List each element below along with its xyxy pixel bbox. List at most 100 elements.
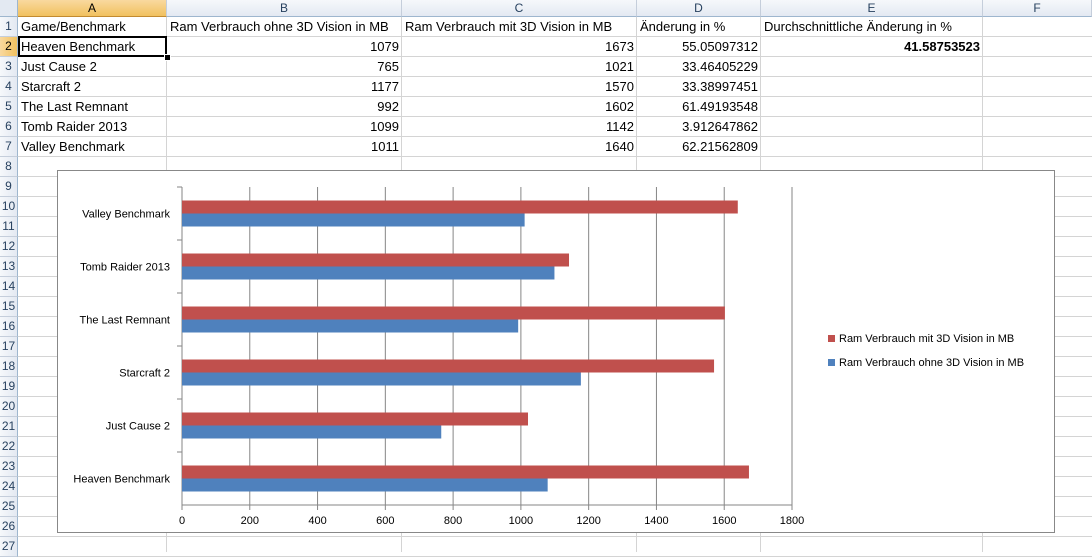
bar-ohne-3d-vision[interactable] bbox=[182, 213, 525, 227]
legend-label[interactable]: Ram Verbrauch ohne 3D Vision in MB bbox=[839, 357, 1024, 369]
cell-b6[interactable]: 1099 bbox=[370, 119, 399, 134]
row-header[interactable]: 7 bbox=[0, 137, 18, 157]
cell-c7[interactable]: 1640 bbox=[605, 139, 634, 154]
cell-c1[interactable]: Ram Verbrauch mit 3D Vision in MB bbox=[405, 19, 613, 34]
row-header[interactable]: 12 bbox=[0, 237, 18, 257]
legend-swatch bbox=[828, 335, 835, 342]
y-tick-label: Valley Benchmark bbox=[82, 209, 170, 221]
row-header[interactable]: 10 bbox=[0, 197, 18, 217]
row-header[interactable]: 20 bbox=[0, 397, 18, 417]
cell-e1[interactable]: Durchschnittliche Änderung in % bbox=[764, 19, 952, 34]
row-header[interactable]: 23 bbox=[0, 457, 18, 477]
x-tick-label: 400 bbox=[308, 515, 326, 527]
cell-b2[interactable]: 1079 bbox=[370, 39, 399, 54]
bar-ohne-3d-vision[interactable] bbox=[182, 319, 519, 333]
row-header[interactable]: 14 bbox=[0, 277, 18, 297]
row-header[interactable]: 15 bbox=[0, 297, 18, 317]
cell-a2[interactable]: Heaven Benchmark bbox=[21, 39, 136, 54]
row-header[interactable]: 26 bbox=[0, 517, 18, 537]
column-header-d[interactable]: D bbox=[637, 0, 761, 17]
row-header[interactable]: 27 bbox=[0, 537, 18, 557]
cell-a5[interactable]: The Last Remnant bbox=[21, 99, 128, 114]
bar-ohne-3d-vision[interactable] bbox=[182, 425, 442, 439]
bar-ohne-3d-vision[interactable] bbox=[182, 478, 548, 492]
gridline bbox=[18, 36, 1092, 37]
row-header[interactable]: 3 bbox=[0, 57, 18, 77]
x-tick-label: 1000 bbox=[509, 515, 533, 527]
cell-c2[interactable]: 1673 bbox=[605, 39, 634, 54]
x-tick-label: 1600 bbox=[712, 515, 736, 527]
bar-mit-3d-vision[interactable] bbox=[182, 412, 529, 426]
cell-c5[interactable]: 1602 bbox=[605, 99, 634, 114]
legend-swatch bbox=[828, 359, 835, 366]
gridline bbox=[18, 156, 1092, 157]
chart-canvas: 0 200 400 600 800 1000 1200 1400 1600 1800 Heaven … bbox=[73, 186, 1024, 527]
row-header[interactable]: 4 bbox=[0, 77, 18, 97]
cell-a4[interactable]: Starcraft 2 bbox=[21, 79, 81, 94]
cell-a6[interactable]: Tomb Raider 2013 bbox=[21, 119, 128, 134]
cell-b7[interactable]: 1011 bbox=[371, 139, 399, 154]
row-header[interactable]: 11 bbox=[0, 217, 18, 237]
row-header[interactable]: 9 bbox=[0, 177, 18, 197]
row-header[interactable]: 6 bbox=[0, 117, 18, 137]
bar-mit-3d-vision[interactable] bbox=[182, 465, 749, 479]
row-header[interactable]: 17 bbox=[0, 337, 18, 357]
row-header[interactable]: 18 bbox=[0, 357, 18, 377]
cell-c3[interactable]: 1021 bbox=[605, 59, 634, 74]
y-tick-label: Just Cause 2 bbox=[106, 421, 170, 433]
bar-mit-3d-vision[interactable] bbox=[182, 200, 738, 214]
y-tick-label: Heaven Benchmark bbox=[73, 474, 170, 486]
y-tick-label: The Last Remnant bbox=[80, 315, 171, 327]
cell-d2[interactable]: 55.05097312 bbox=[682, 39, 758, 54]
bar-chart[interactable]: 0 200 400 600 800 1000 1200 1400 1600 1800 Heaven … bbox=[57, 170, 1055, 533]
column-header-b[interactable]: B bbox=[167, 0, 402, 17]
x-tick-label: 1800 bbox=[780, 515, 804, 527]
cell-d5[interactable]: 61.49193548 bbox=[682, 99, 758, 114]
row-header[interactable]: 19 bbox=[0, 377, 18, 397]
bar-mit-3d-vision[interactable] bbox=[182, 306, 725, 320]
row-header[interactable]: 24 bbox=[0, 477, 18, 497]
bar-mit-3d-vision[interactable] bbox=[182, 253, 570, 267]
x-tick-label: 600 bbox=[376, 515, 394, 527]
x-tick-label: 200 bbox=[241, 515, 259, 527]
legend-label[interactable]: Ram Verbrauch mit 3D Vision in MB bbox=[839, 333, 1014, 345]
cell-b5[interactable]: 992 bbox=[377, 99, 399, 114]
cell-d1[interactable]: Änderung in % bbox=[640, 19, 726, 34]
row-header[interactable]: 5 bbox=[0, 97, 18, 117]
cell-d6[interactable]: 3.912647862 bbox=[682, 119, 758, 134]
gridline bbox=[18, 116, 1092, 117]
bar-ohne-3d-vision[interactable] bbox=[182, 372, 581, 386]
cell-e2[interactable]: 41.58753523 bbox=[904, 39, 980, 54]
gridline bbox=[18, 536, 1092, 537]
cell-c6[interactable]: 1142 bbox=[606, 119, 634, 134]
column-header-e[interactable]: E bbox=[761, 0, 983, 17]
cell-d3[interactable]: 33.46405229 bbox=[682, 59, 758, 74]
column-header-a[interactable]: A bbox=[18, 0, 167, 17]
x-tick-label: 1400 bbox=[644, 515, 668, 527]
cell-d7[interactable]: 62.21562809 bbox=[682, 139, 758, 154]
bar-mit-3d-vision[interactable] bbox=[182, 359, 715, 373]
row-header[interactable]: 16 bbox=[0, 317, 18, 337]
cell-a1[interactable]: Game/Benchmark bbox=[21, 19, 126, 34]
cell-a7[interactable]: Valley Benchmark bbox=[21, 139, 125, 154]
cell-b3[interactable]: 765 bbox=[377, 59, 399, 74]
x-tick-label: 0 bbox=[179, 515, 185, 527]
cell-a3[interactable]: Just Cause 2 bbox=[21, 59, 97, 74]
row-header[interactable]: 25 bbox=[0, 497, 18, 517]
column-header-f[interactable]: F bbox=[983, 0, 1092, 17]
row-header[interactable]: 1 bbox=[0, 17, 18, 37]
gridline bbox=[18, 96, 1092, 97]
cell-b1[interactable]: Ram Verbrauch ohne 3D Vision in MB bbox=[170, 19, 389, 34]
row-header[interactable]: 21 bbox=[0, 417, 18, 437]
row-header[interactable]: 2 bbox=[0, 37, 18, 57]
row-header[interactable]: 22 bbox=[0, 437, 18, 457]
row-header[interactable]: 13 bbox=[0, 257, 18, 277]
fill-handle[interactable] bbox=[164, 54, 171, 61]
cell-d4[interactable]: 33.38997451 bbox=[682, 79, 758, 94]
cell-b4[interactable]: 1177 bbox=[371, 79, 399, 94]
bar-ohne-3d-vision[interactable] bbox=[182, 266, 555, 280]
cell-c4[interactable]: 1570 bbox=[605, 79, 634, 94]
column-header-c[interactable]: C bbox=[402, 0, 637, 17]
select-all-corner[interactable] bbox=[0, 0, 18, 17]
row-header[interactable]: 8 bbox=[0, 157, 18, 177]
